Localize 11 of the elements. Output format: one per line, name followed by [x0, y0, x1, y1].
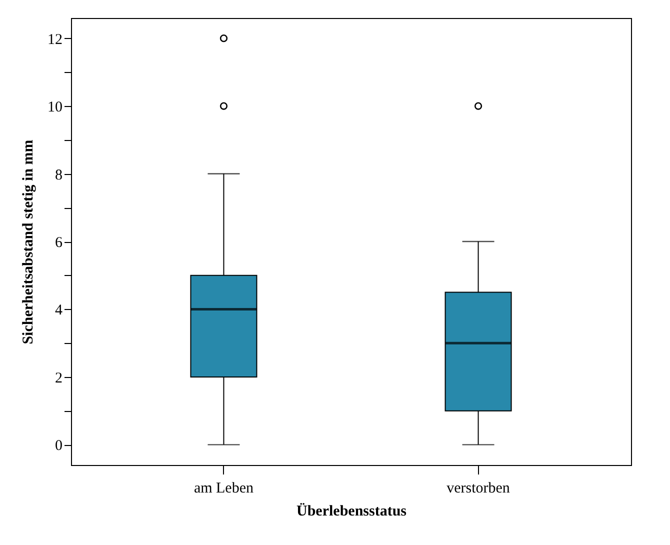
y-axis-title: Sicherheitsabstand stetig in mm: [20, 139, 36, 344]
x-tick-label: verstorben: [446, 480, 510, 496]
y-tick-label: 2: [55, 370, 62, 386]
y-tick-label: 8: [55, 167, 62, 184]
x-axis-title: Überlebensstatus: [296, 502, 407, 520]
y-tick-label: 10: [48, 100, 62, 116]
x-tick-label: am Leben: [194, 480, 254, 496]
y-tick-label: 6: [55, 235, 63, 251]
y-tick-label: 0: [55, 438, 62, 454]
y-tick-label: 4: [55, 302, 63, 319]
y-tick-label: 12: [48, 32, 62, 48]
